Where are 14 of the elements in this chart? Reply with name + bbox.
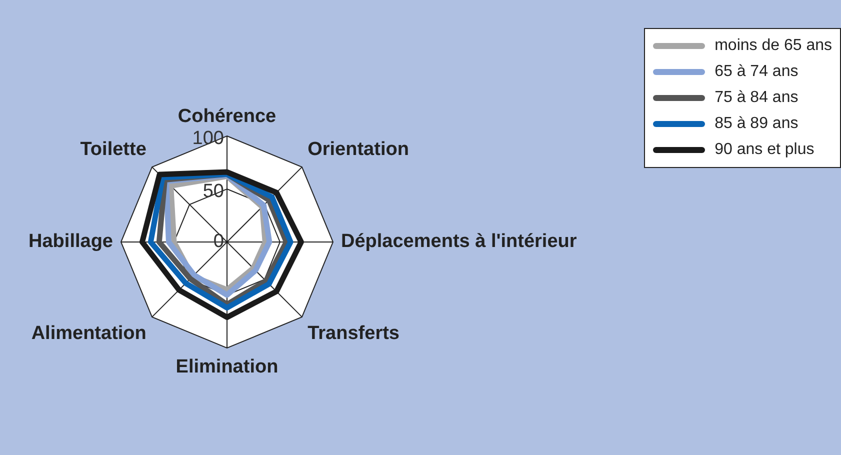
spoke-label: Déplacements à l'intérieur (341, 231, 578, 252)
spoke-label: Habillage (28, 231, 113, 252)
legend-label: 65 à 74 ans (714, 63, 798, 81)
legend-label: 75 à 84 ans (714, 89, 798, 107)
legend-label: 90 ans et plus (714, 141, 814, 159)
y-tick-label: 100 (192, 128, 224, 150)
spoke-label: Alimentation (31, 323, 146, 344)
spoke-label: Cohérence (178, 106, 276, 127)
spoke-label: Orientation (308, 139, 409, 160)
spoke-label: Transferts (308, 323, 400, 344)
spoke-label: Elimination (176, 356, 278, 378)
spoke-label: Toilette (80, 139, 146, 160)
legend-label: moins de 65 ans (714, 37, 832, 55)
legend-label: 85 à 89 ans (714, 115, 798, 133)
